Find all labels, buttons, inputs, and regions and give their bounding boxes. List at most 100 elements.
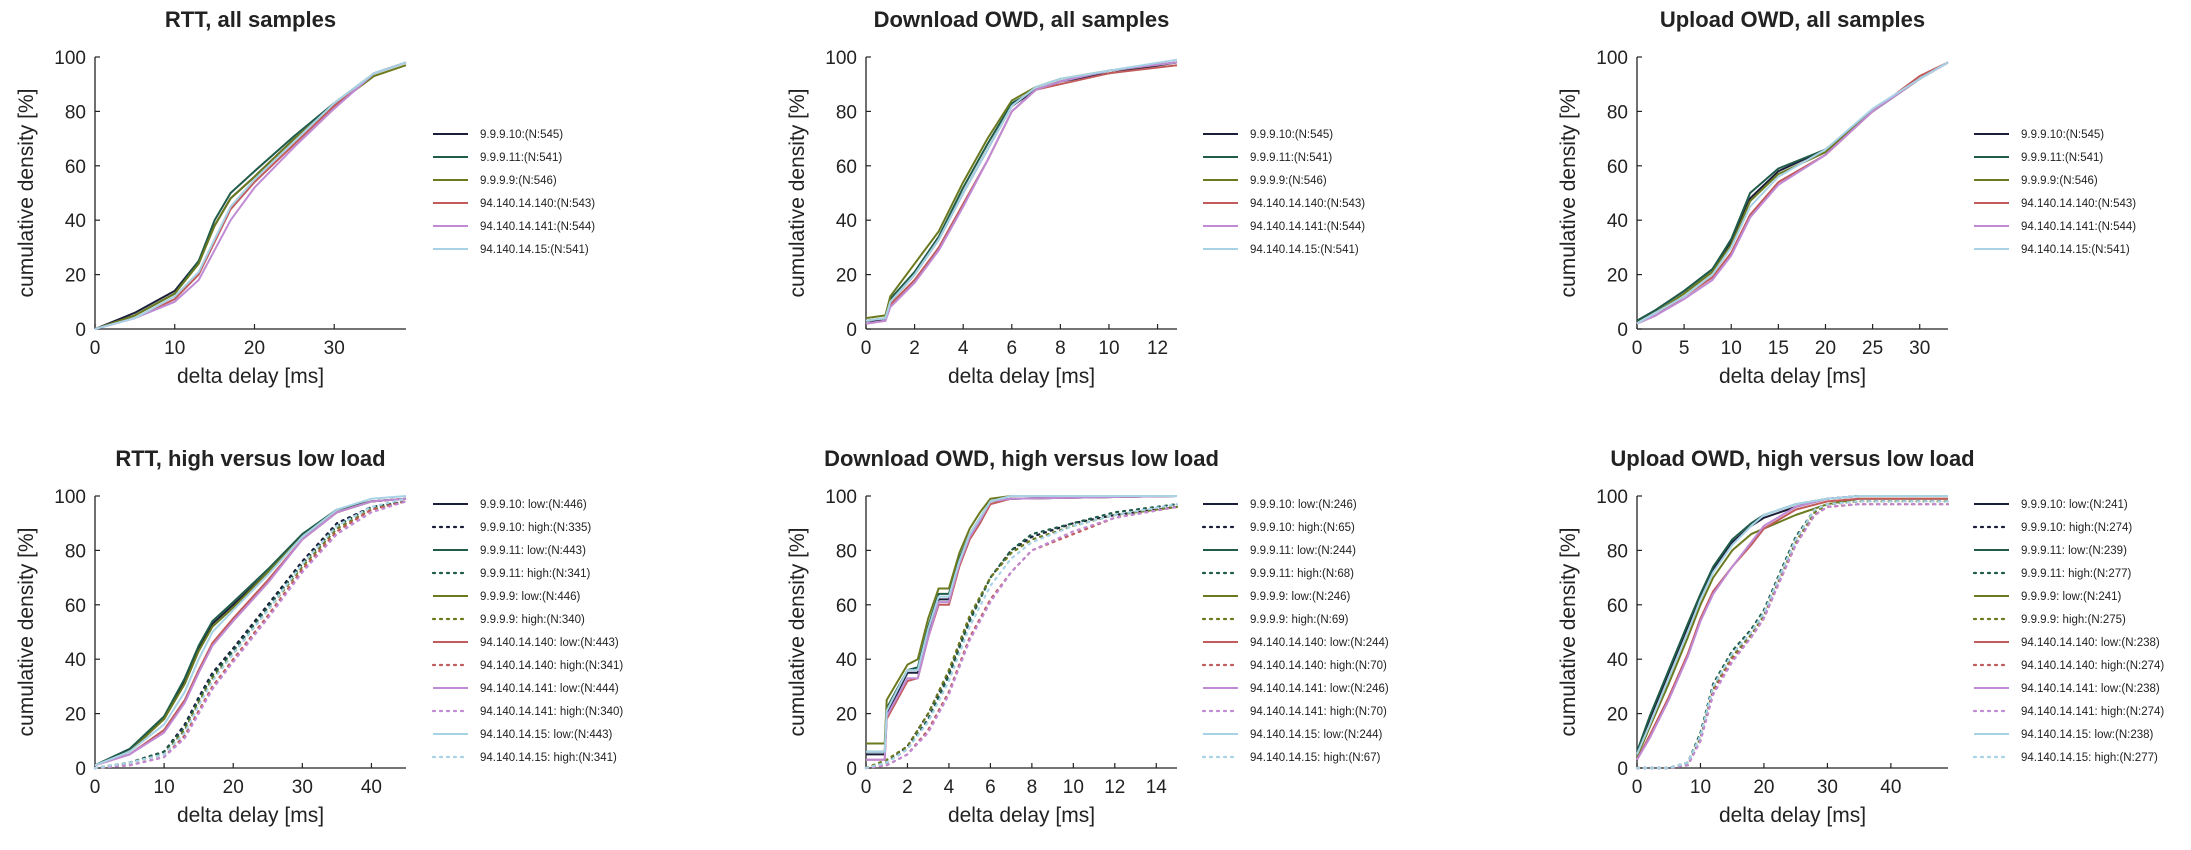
legend-label: 94.140.14.141:(N:544) (1250, 221, 1365, 233)
series-line-94-140-14-141-n-544 (865, 61, 1178, 325)
x-tick-label: 20 (1815, 338, 1836, 359)
series-line-94-140-14-140-n-543 (94, 61, 407, 330)
series-line-9-9-9-10-low-n-241 (1636, 495, 1948, 755)
y-tick-label: 20 (1607, 705, 1628, 726)
x-tick-label: 15 (1768, 338, 1789, 359)
series-line-94-140-14-140-n-543 (1636, 61, 1949, 325)
legend-label: 94.140.14.140: low:(N:244) (1250, 637, 1389, 649)
legend-label: 94.140.14.15: low:(N:238) (2021, 729, 2154, 741)
series-line-94-140-14-140-high-n-341 (93, 500, 408, 770)
series-line-9-9-9-10-low-n-246 (866, 495, 1178, 756)
x-tick-label: 6 (1006, 338, 1017, 359)
x-tick-label: 4 (944, 777, 955, 798)
legend: 9.9.9.10: low:(N:446) 9.9.9.10: high:(N:3… (431, 499, 623, 764)
legend-label: 94.140.14.140: low:(N:238) (2021, 637, 2160, 649)
y-tick-label: 20 (836, 705, 857, 726)
legend-label: 94.140.14.141: high:(N:340) (480, 706, 623, 718)
series-line-9-9-9-9-high-n-69 (864, 505, 1179, 770)
series-line-94-140-14-140-low-n-244 (866, 495, 1178, 761)
chart-panel-1: RTT, all samples 0 10 20 30 0 20 40 60 80 100 delta… (15, 7, 595, 388)
x-tick-label: 20 (244, 338, 265, 359)
legend-label: 9.9.9.11: high:(N:341) (480, 568, 591, 580)
legend-label: 9.9.9.10: low:(N:241) (2021, 499, 2128, 511)
series-line-9-9-9-11-low-n-239 (1636, 495, 1948, 753)
y-tick-label: 40 (836, 650, 857, 671)
x-tick-label: 2 (909, 338, 920, 359)
y-tick-label: 40 (65, 211, 86, 232)
x-tick-label: 40 (361, 777, 382, 798)
legend-label: 94.140.14.15: high:(N:277) (2021, 752, 2158, 764)
y-tick-label: 0 (846, 759, 857, 780)
series-line-9-9-9-9-n-546 (94, 64, 407, 330)
legend-label: 9.9.9.9: low:(N:446) (480, 591, 581, 603)
series-line-94-140-14-141-high-n-70 (864, 505, 1179, 770)
chart-title: Download OWD, high versus low load (824, 446, 1219, 471)
y-tick-label: 40 (1607, 211, 1628, 232)
series-line-94-140-14-15-high-n-67 (864, 503, 1179, 770)
x-tick-label: 4 (958, 338, 969, 359)
series-line-9-9-9-9-high-n-340 (93, 500, 408, 770)
legend-label: 9.9.9.11:(N:541) (480, 152, 562, 164)
x-axis-label: delta delay [ms] (1719, 804, 1866, 827)
x-tick-label: 0 (90, 338, 101, 359)
chart-panel-6: Upload OWD, high versus low load 0 10 20 30 4… (1557, 446, 2164, 827)
y-tick-label: 0 (1617, 320, 1628, 341)
x-tick-label: 30 (292, 777, 313, 798)
legend-label: 9.9.9.10: high:(N:65) (1250, 522, 1355, 534)
x-axis-label: delta delay [ms] (948, 365, 1095, 388)
series-line-9-9-9-11-low-n-443 (94, 497, 407, 767)
y-tick-label: 80 (836, 102, 857, 123)
series-line-94-140-14-15-n-541 (94, 61, 407, 330)
series-line-9-9-9-11-low-n-244 (866, 495, 1178, 753)
y-tick-label: 100 (1596, 48, 1628, 69)
legend-label: 9.9.9.9:(N:546) (2021, 175, 2098, 187)
legend-label: 9.9.9.10: high:(N:335) (480, 522, 591, 534)
chart-panel-3: Upload OWD, all samples 0 5 10 15 20 25 30 0 20 40… (1557, 7, 2136, 388)
legend: 9.9.9.10:(N:545) 9.9.9.11:(N:541) 9.9.9.9:… (1203, 129, 1365, 256)
chart-title: Upload OWD, all samples (1660, 7, 1925, 32)
chart-title: RTT, high versus low load (115, 446, 385, 471)
legend-label: 9.9.9.10: low:(N:446) (480, 499, 587, 511)
series-line-94-140-14-15-n-541 (865, 58, 1178, 322)
y-tick-label: 100 (54, 48, 86, 69)
chart-panel-4: RTT, high versus low load 0 10 20 30 40 0 20 40 6… (15, 446, 623, 827)
x-tick-label: 2 (902, 777, 913, 798)
x-tick-label: 40 (1880, 777, 1901, 798)
series-line-9-9-9-9-low-n-446 (94, 497, 407, 767)
x-tick-label: 8 (1055, 338, 1066, 359)
legend-label: 9.9.9.9:(N:546) (480, 175, 557, 187)
y-tick-label: 20 (65, 705, 86, 726)
chart-panel-5: Download OWD, high versus low load 0 2 4 6 8 1… (786, 446, 1389, 827)
legend-label: 9.9.9.10:(N:545) (480, 129, 563, 141)
y-tick-label: 40 (836, 211, 857, 232)
legend-label: 94.140.14.15:(N:541) (1250, 244, 1359, 256)
y-tick-label: 80 (1607, 102, 1628, 123)
y-tick-label: 20 (65, 266, 86, 287)
y-tick-label: 80 (836, 541, 857, 562)
y-tick-label: 0 (1617, 759, 1628, 780)
y-tick-label: 40 (1607, 650, 1628, 671)
x-tick-label: 8 (1027, 777, 1038, 798)
legend-label: 94.140.14.15: low:(N:443) (480, 729, 613, 741)
series-line-94-140-14-15-low-n-238 (1636, 495, 1948, 755)
legend-label: 94.140.14.141: low:(N:444) (480, 683, 619, 695)
legend-label: 9.9.9.11:(N:541) (1250, 152, 1332, 164)
series-line-9-9-9-11-n-541 (1636, 61, 1949, 322)
chart-title: RTT, all samples (165, 7, 336, 32)
y-tick-label: 80 (65, 541, 86, 562)
series-line-94-140-14-15-low-n-244 (866, 495, 1177, 753)
legend-label: 9.9.9.11: low:(N:443) (480, 545, 586, 557)
legend-label: 9.9.9.11:(N:541) (2021, 152, 2103, 164)
legend-label: 94.140.14.141:(N:544) (480, 221, 595, 233)
legend-label: 9.9.9.10:(N:545) (1250, 129, 1333, 141)
series-line-94-140-14-141-low-n-246 (866, 495, 1178, 761)
legend-label: 94.140.14.140:(N:543) (2021, 198, 2136, 210)
y-tick-label: 60 (65, 157, 86, 178)
series-line-94-140-14-140-low-n-443 (94, 497, 407, 767)
series-line-94-140-14-141-n-544 (94, 61, 407, 330)
x-tick-label: 10 (1063, 777, 1084, 798)
y-tick-label: 0 (846, 320, 857, 341)
y-tick-label: 60 (1607, 157, 1628, 178)
series-line-94-140-14-15-low-n-443 (94, 495, 407, 767)
